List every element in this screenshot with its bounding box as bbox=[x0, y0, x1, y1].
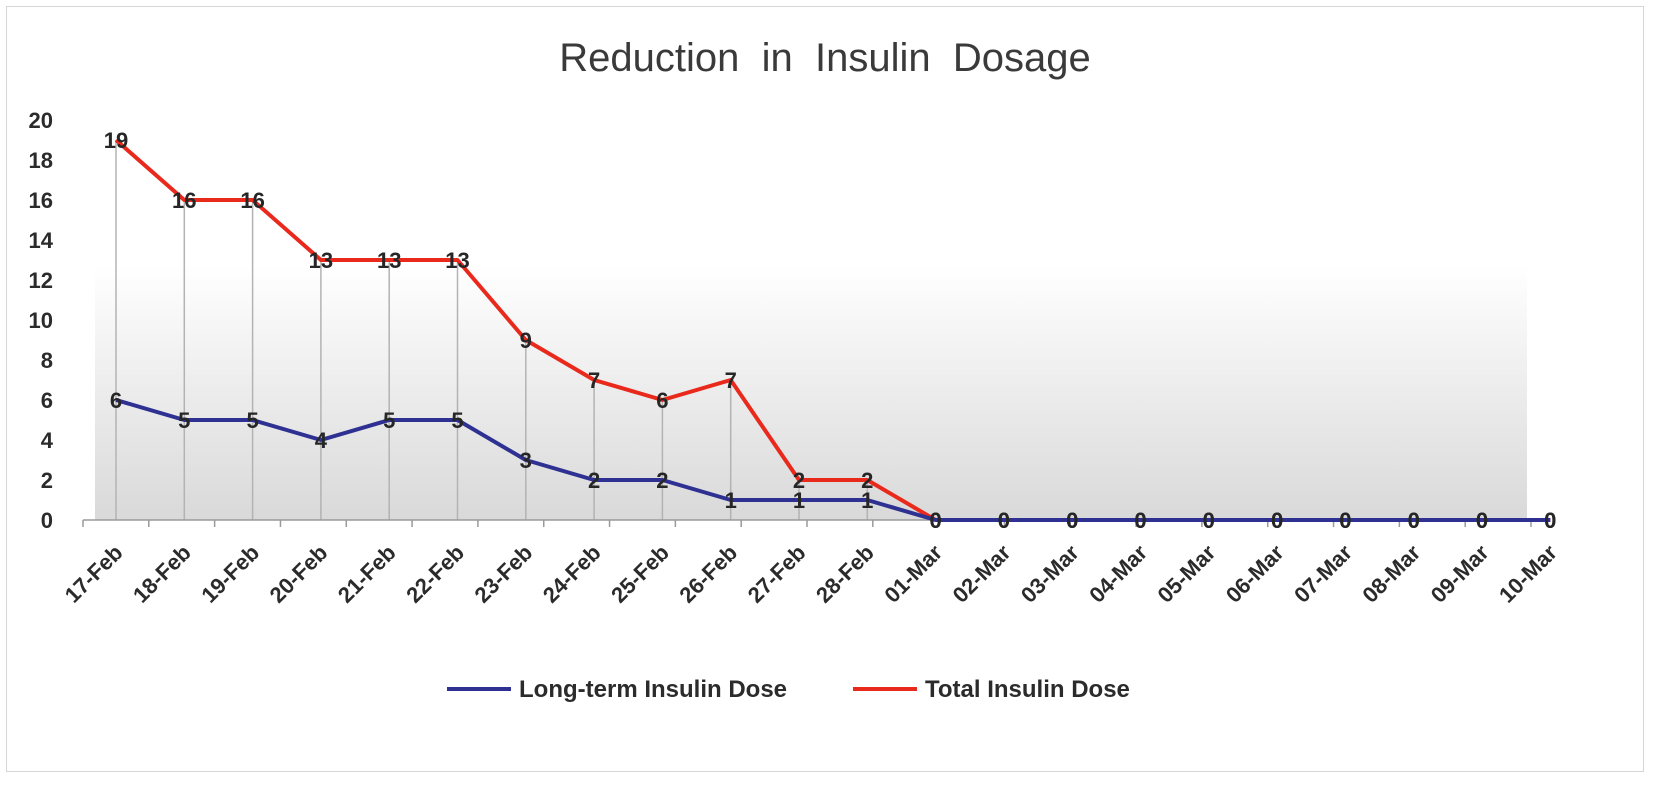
data-label: 2 bbox=[588, 468, 600, 493]
x-tick-label: 04-Mar bbox=[1084, 540, 1152, 608]
x-tick-label: 19-Feb bbox=[196, 540, 264, 608]
x-tick-label: 06-Mar bbox=[1221, 540, 1289, 608]
data-label: 1 bbox=[725, 488, 737, 513]
chart-frame: Reduction in Insulin Dosage 0 2 4 6 8 10 12 14 1… bbox=[6, 6, 1644, 772]
series-line bbox=[115, 398, 1551, 522]
data-label: 7 bbox=[725, 368, 737, 393]
y-tick-label: 4 bbox=[41, 428, 54, 453]
y-tick-label: 18 bbox=[29, 148, 53, 173]
x-tick-label: 23-Feb bbox=[470, 540, 538, 608]
x-tick-label: 07-Mar bbox=[1289, 540, 1357, 608]
data-label: 0 bbox=[1066, 508, 1078, 533]
x-tick-label: 03-Mar bbox=[1016, 540, 1084, 608]
data-label: 16 bbox=[172, 188, 196, 213]
data-label: 7 bbox=[588, 368, 600, 393]
data-label: 0 bbox=[929, 508, 941, 533]
x-tick-label: 20-Feb bbox=[265, 540, 333, 608]
data-label: 0 bbox=[929, 508, 941, 533]
data-label: 1 bbox=[793, 488, 805, 513]
data-label: 5 bbox=[246, 408, 258, 433]
x-tick-label: 08-Mar bbox=[1357, 540, 1425, 608]
data-label: 3 bbox=[520, 448, 532, 473]
x-tick-label: 17-Feb bbox=[60, 540, 128, 608]
y-tick-label: 0 bbox=[41, 508, 53, 533]
data-label: 0 bbox=[1476, 508, 1488, 533]
data-label: 5 bbox=[451, 408, 463, 433]
y-tick-label: 12 bbox=[29, 268, 53, 293]
data-label: 19 bbox=[104, 128, 128, 153]
data-label: 0 bbox=[1203, 508, 1215, 533]
data-label: 0 bbox=[1066, 508, 1078, 533]
x-tick-label: 05-Mar bbox=[1153, 540, 1221, 608]
data-label: 0 bbox=[1203, 508, 1215, 533]
data-label: 6 bbox=[110, 388, 122, 413]
data-label: 6 bbox=[656, 388, 668, 413]
data-label: 0 bbox=[998, 508, 1010, 533]
data-label: 0 bbox=[1476, 508, 1488, 533]
legend-label: Long-term Insulin Dose bbox=[519, 676, 787, 703]
x-tick-label: 01-Mar bbox=[879, 540, 947, 608]
x-tick-label: 10-Mar bbox=[1494, 540, 1562, 608]
x-tick-label: 18-Feb bbox=[128, 540, 196, 608]
data-label: 0 bbox=[998, 508, 1010, 533]
x-tick-label: 25-Feb bbox=[606, 540, 674, 608]
data-label: 0 bbox=[1134, 508, 1146, 533]
chart-title: Reduction in Insulin Dosage bbox=[559, 36, 1090, 80]
x-tick-label: 22-Feb bbox=[401, 540, 469, 608]
data-label: 16 bbox=[240, 188, 264, 213]
data-label: 0 bbox=[1271, 508, 1283, 533]
data-label: 9 bbox=[520, 328, 532, 353]
data-label: 0 bbox=[1544, 508, 1556, 533]
data-label: 0 bbox=[1134, 508, 1146, 533]
x-tick-label: 09-Mar bbox=[1426, 540, 1494, 608]
legend: Long-term Insulin Dose Total Insulin Dose bbox=[447, 676, 1130, 703]
data-label: 0 bbox=[1408, 508, 1420, 533]
y-tick-label: 6 bbox=[41, 388, 53, 413]
x-tick-label: 02-Mar bbox=[948, 540, 1016, 608]
data-label: 2 bbox=[861, 468, 873, 493]
data-label: 0 bbox=[1408, 508, 1420, 533]
y-tick-label: 14 bbox=[29, 228, 54, 253]
y-tick-label: 20 bbox=[29, 108, 53, 133]
x-tick-label: 24-Feb bbox=[538, 540, 606, 608]
data-label: 0 bbox=[1339, 508, 1351, 533]
data-label: 1 bbox=[861, 488, 873, 513]
data-label: 2 bbox=[793, 468, 805, 493]
data-label: 0 bbox=[1271, 508, 1283, 533]
x-tick-label: 26-Feb bbox=[674, 540, 742, 608]
y-tick-label: 16 bbox=[29, 188, 53, 213]
plot-background bbox=[95, 265, 1527, 520]
x-tick-label: 28-Feb bbox=[811, 540, 879, 608]
x-tick-label: 27-Feb bbox=[743, 540, 811, 608]
data-label: 4 bbox=[315, 428, 328, 453]
legend-label: Total Insulin Dose bbox=[925, 676, 1130, 703]
line-chart: Reduction in Insulin Dosage 024681012141… bbox=[29, 36, 1563, 703]
data-label: 0 bbox=[1339, 508, 1351, 533]
y-tick-label: 2 bbox=[41, 468, 53, 493]
data-label: 5 bbox=[383, 408, 395, 433]
x-tick-label: 21-Feb bbox=[333, 540, 401, 608]
data-label: 2 bbox=[656, 468, 668, 493]
data-label: 5 bbox=[178, 408, 190, 433]
y-tick-label: 10 bbox=[29, 308, 53, 333]
data-label: 13 bbox=[377, 248, 401, 273]
data-label: 13 bbox=[445, 248, 469, 273]
y-tick-label: 8 bbox=[41, 348, 53, 373]
data-label: 13 bbox=[309, 248, 333, 273]
data-label: 0 bbox=[1544, 508, 1556, 533]
